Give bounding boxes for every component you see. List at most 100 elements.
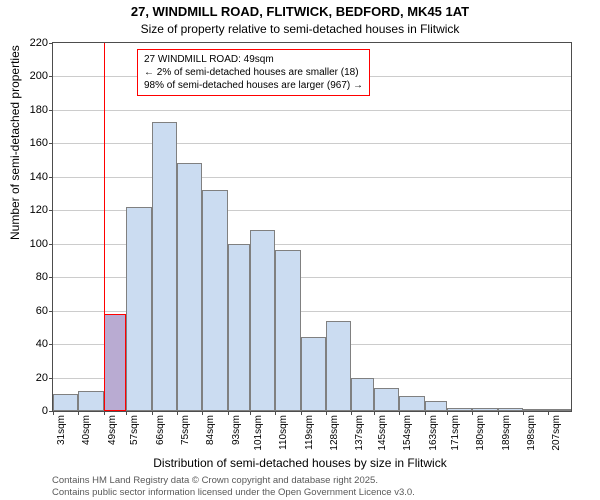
x-tick-label: 31sqm: [56, 415, 67, 445]
chart-title-sub: Size of property relative to semi-detach…: [0, 22, 600, 36]
x-tick-mark: [523, 411, 524, 415]
x-tick-label: 163sqm: [428, 415, 439, 451]
footer-line1: Contains HM Land Registry data © Crown c…: [52, 475, 415, 486]
x-tick-label: 101sqm: [253, 415, 264, 451]
x-tick-label: 189sqm: [501, 415, 512, 451]
x-axis-label: Distribution of semi-detached houses by …: [0, 456, 600, 470]
histogram-bar: [351, 378, 374, 411]
histogram-bar: [228, 244, 251, 411]
y-tick-label: 60: [36, 305, 48, 317]
x-tick-mark: [228, 411, 229, 415]
histogram-bar: [548, 409, 571, 411]
x-tick-mark: [152, 411, 153, 415]
y-tick-label: 80: [36, 271, 48, 283]
histogram-bar: [126, 207, 151, 411]
y-tick-mark: [49, 43, 53, 44]
x-tick-label: 66sqm: [155, 415, 166, 445]
histogram-bar: [78, 391, 103, 411]
histogram-bar: [447, 408, 472, 411]
histogram-bar: [250, 230, 275, 411]
gridline: [53, 177, 571, 178]
histogram-bar: [472, 408, 497, 411]
histogram-bar: [177, 163, 202, 411]
x-tick-mark: [472, 411, 473, 415]
y-tick-mark: [49, 378, 53, 379]
histogram-bar: [425, 401, 448, 411]
y-tick-mark: [49, 344, 53, 345]
x-tick-mark: [326, 411, 327, 415]
plot-area: 02040608010012014016018020022031sqm40sqm…: [52, 42, 572, 412]
x-tick-label: 207sqm: [551, 415, 562, 451]
x-tick-mark: [78, 411, 79, 415]
gridline: [53, 110, 571, 111]
y-tick-mark: [49, 244, 53, 245]
histogram-bar: [523, 409, 548, 411]
y-tick-label: 0: [42, 405, 48, 417]
chart-title-main: 27, WINDMILL ROAD, FLITWICK, BEDFORD, MK…: [0, 4, 600, 19]
annotation-line2: ← 2% of semi-detached houses are smaller…: [144, 66, 363, 79]
x-tick-label: 110sqm: [278, 415, 289, 450]
histogram-bar: [104, 314, 127, 411]
y-tick-label: 220: [30, 37, 48, 49]
y-tick-mark: [49, 76, 53, 77]
y-axis-label: Number of semi-detached properties: [8, 45, 22, 240]
x-tick-label: 40sqm: [81, 415, 92, 445]
x-tick-label: 119sqm: [304, 415, 315, 450]
histogram-bar: [202, 190, 227, 411]
y-tick-label: 140: [30, 171, 48, 183]
y-tick-label: 100: [30, 238, 48, 250]
y-tick-mark: [49, 277, 53, 278]
histogram-bar: [498, 408, 523, 411]
histogram-bar: [374, 388, 399, 411]
x-tick-mark: [126, 411, 127, 415]
histogram-bar: [275, 250, 300, 411]
y-tick-mark: [49, 311, 53, 312]
y-tick-label: 160: [30, 137, 48, 149]
y-tick-label: 200: [30, 70, 48, 82]
histogram-bar: [152, 122, 177, 411]
y-tick-mark: [49, 110, 53, 111]
x-tick-mark: [301, 411, 302, 415]
x-tick-label: 93sqm: [231, 415, 242, 445]
x-tick-label: 145sqm: [377, 415, 388, 451]
x-tick-mark: [275, 411, 276, 415]
footer-line2: Contains public sector information licen…: [52, 487, 415, 498]
x-tick-mark: [548, 411, 549, 415]
annotation-box: 27 WINDMILL ROAD: 49sqm← 2% of semi-deta…: [137, 49, 370, 96]
annotation-line1: 27 WINDMILL ROAD: 49sqm: [144, 53, 363, 66]
x-tick-mark: [177, 411, 178, 415]
x-tick-label: 137sqm: [354, 415, 365, 451]
y-tick-mark: [49, 143, 53, 144]
gridline: [53, 143, 571, 144]
y-tick-mark: [49, 177, 53, 178]
x-tick-mark: [374, 411, 375, 415]
x-tick-label: 49sqm: [107, 415, 118, 445]
x-tick-mark: [425, 411, 426, 415]
x-tick-mark: [250, 411, 251, 415]
footer-credits: Contains HM Land Registry data © Crown c…: [52, 475, 415, 498]
x-tick-mark: [399, 411, 400, 415]
y-tick-mark: [49, 210, 53, 211]
x-tick-label: 180sqm: [475, 415, 486, 451]
x-tick-label: 57sqm: [129, 415, 140, 445]
x-tick-label: 198sqm: [526, 415, 537, 451]
x-tick-label: 75sqm: [180, 415, 191, 445]
y-tick-label: 20: [36, 372, 48, 384]
x-tick-mark: [202, 411, 203, 415]
reference-vline: [104, 43, 106, 411]
histogram-bar: [53, 394, 78, 411]
histogram-bar: [301, 337, 326, 411]
y-tick-label: 40: [36, 338, 48, 350]
x-tick-label: 154sqm: [402, 415, 413, 451]
x-tick-label: 128sqm: [329, 415, 340, 451]
y-tick-label: 120: [30, 204, 48, 216]
x-tick-mark: [498, 411, 499, 415]
x-tick-mark: [351, 411, 352, 415]
x-tick-label: 171sqm: [450, 415, 461, 451]
x-tick-mark: [53, 411, 54, 415]
y-tick-label: 180: [30, 104, 48, 116]
x-tick-mark: [104, 411, 105, 415]
x-tick-label: 84sqm: [205, 415, 216, 445]
histogram-bar: [326, 321, 351, 411]
histogram-bar: [399, 396, 424, 411]
